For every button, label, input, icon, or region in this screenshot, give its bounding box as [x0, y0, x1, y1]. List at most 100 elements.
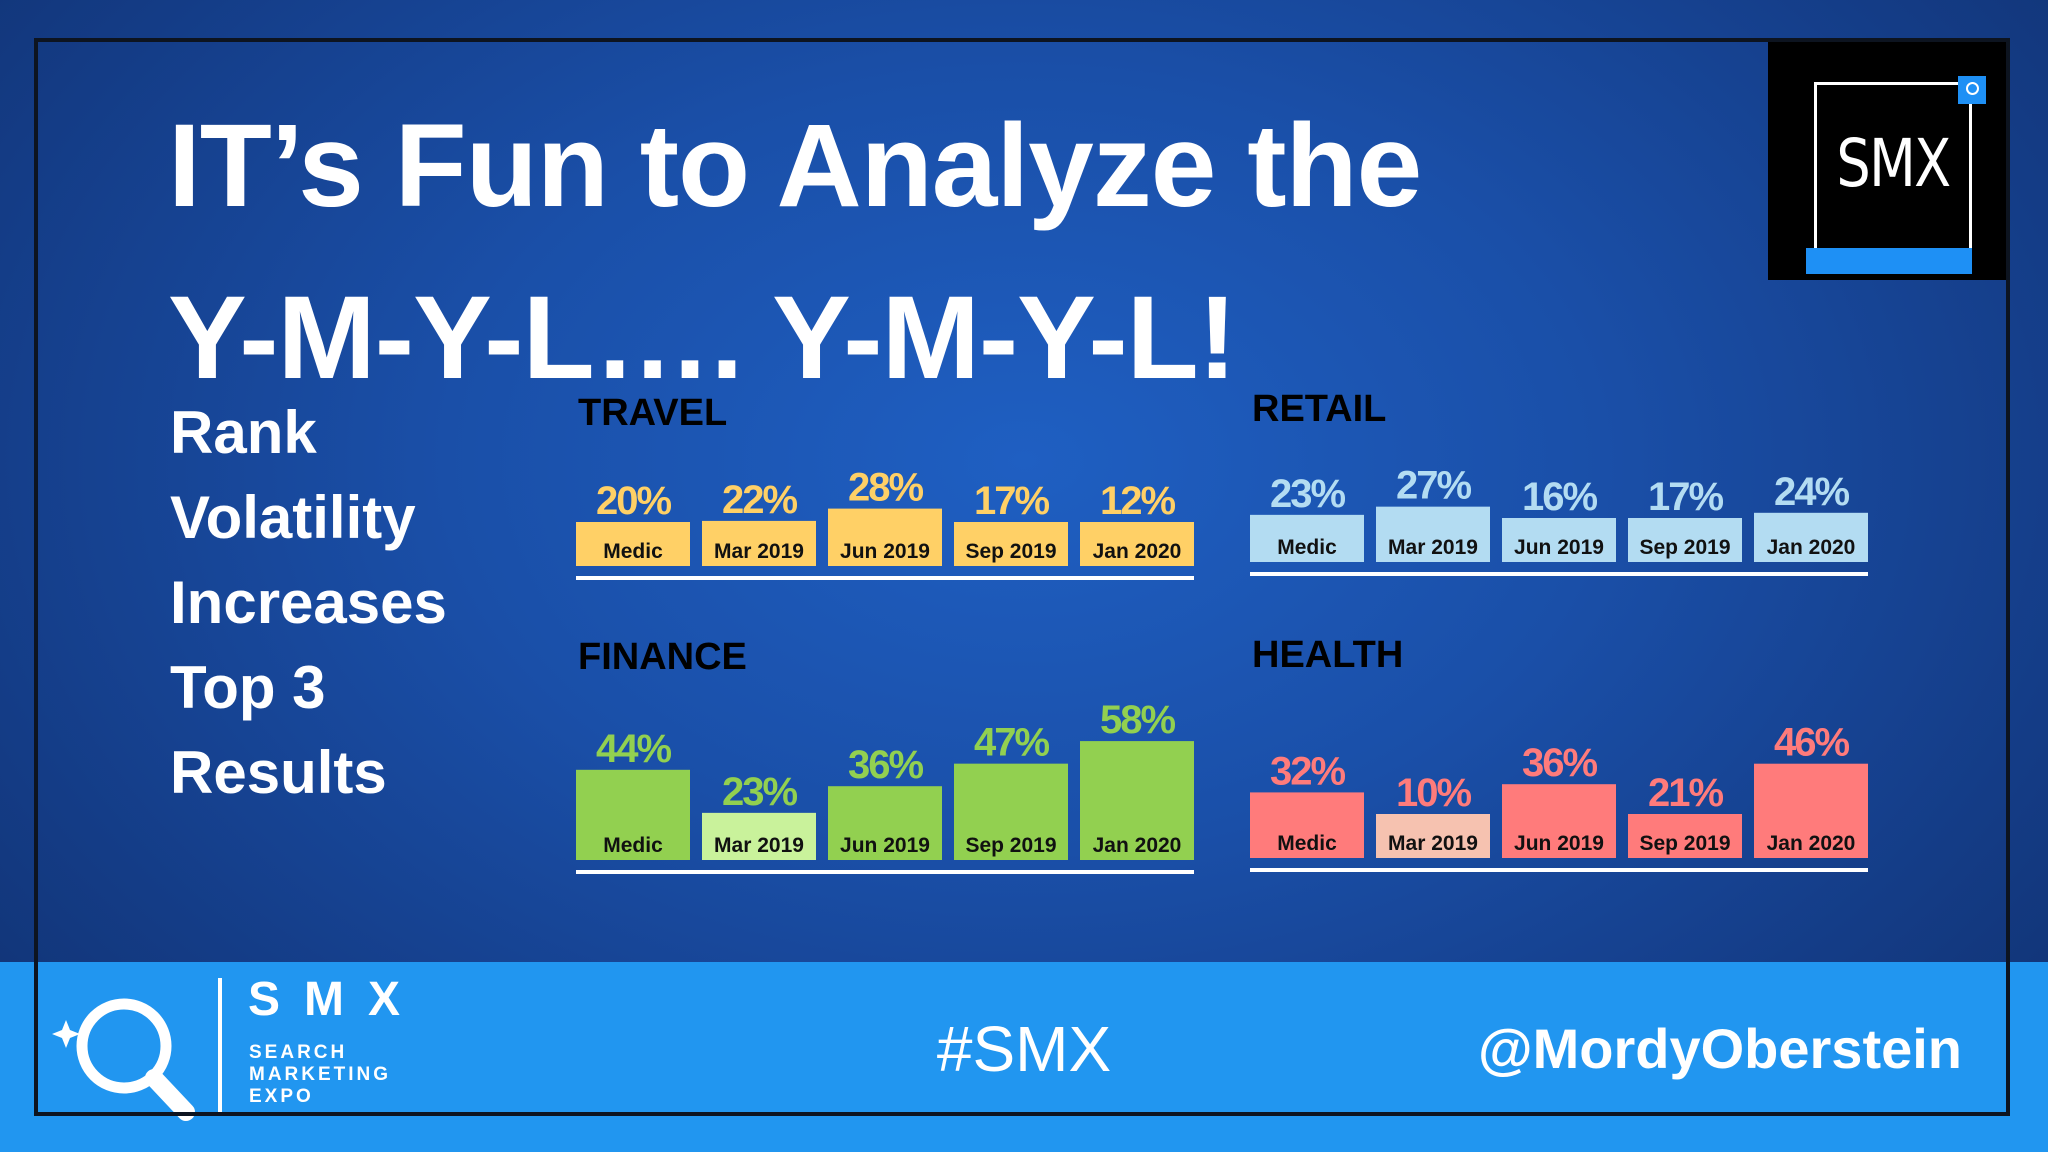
twitter-handle: @MordyOberstein	[1477, 1017, 1962, 1080]
logo-frame: SMX	[1814, 82, 1972, 252]
category-label: Jan 2020	[1767, 536, 1856, 559]
chart-plot: Medic 32% Mar 2019 10% Jun 2019 36% Sep 2019 21…	[1250, 721, 1868, 872]
bar	[1376, 814, 1490, 858]
bar	[1250, 792, 1364, 858]
category-label: Sep 2019	[965, 540, 1056, 563]
baseline	[576, 870, 1194, 874]
chart-title: TRAVEL	[578, 392, 728, 434]
bar	[954, 522, 1068, 566]
side-line-1: Rank	[170, 399, 317, 466]
category-label: Mar 2019	[714, 540, 804, 563]
value-label: 24%	[1774, 470, 1849, 514]
category-label: Medic	[1277, 536, 1337, 559]
value-label: 36%	[1522, 741, 1597, 785]
baseline	[1250, 868, 1868, 872]
bar	[1080, 522, 1194, 566]
value-label: 17%	[1648, 475, 1723, 519]
bar	[1250, 514, 1364, 562]
category-label: Mar 2019	[1388, 832, 1478, 855]
brand-sub-line: SEARCH	[249, 1042, 348, 1063]
magnifier-icon	[1958, 76, 1986, 104]
value-label: 12%	[1100, 479, 1175, 523]
brand-sub-line: EXPO	[249, 1086, 314, 1107]
category-label: Jan 2020	[1767, 832, 1856, 855]
bar	[1754, 763, 1868, 858]
value-label: 16%	[1522, 475, 1597, 519]
bar	[1754, 512, 1868, 562]
brand-sub-line: MARKETING	[249, 1064, 392, 1085]
bar	[1502, 784, 1616, 858]
value-label: 22%	[722, 478, 797, 522]
value-label: 36%	[848, 743, 923, 787]
side-line-5: Results	[170, 739, 387, 806]
smx-logo: SMX	[1768, 38, 2010, 280]
category-label: Sep 2019	[965, 834, 1056, 857]
side-line-3: Increases	[170, 569, 447, 636]
value-label: 44%	[596, 727, 671, 771]
chart-plot: Medic 44% Mar 2019 23% Jun 2019 36% Sep 2019 47…	[576, 698, 1194, 874]
bar	[954, 763, 1068, 860]
bar	[702, 520, 816, 566]
bar	[576, 769, 690, 860]
baseline	[1250, 572, 1868, 576]
category-label: Sep 2019	[1639, 832, 1730, 855]
baseline	[576, 576, 1194, 580]
category-label: Jan 2020	[1093, 834, 1182, 857]
bar	[576, 522, 690, 566]
title-line-2: Y-M-Y-L…. Y-M-Y-L!	[168, 272, 1237, 404]
chart-plot: Medic 20% Mar 2019 22% Jun 2019 28% Sep 2019 17…	[576, 466, 1194, 580]
side-line-2: Volatility	[170, 484, 416, 551]
logo-text: SMX	[1836, 125, 1951, 202]
hashtag: #SMX	[936, 1013, 1112, 1085]
value-label: 10%	[1396, 771, 1471, 815]
category-label: Jun 2019	[1514, 832, 1604, 855]
chart-plot: Medic 23% Mar 2019 27% Jun 2019 16% Sep 2019 17…	[1250, 464, 1868, 576]
category-label: Sep 2019	[1639, 536, 1730, 559]
side-line-4: Top 3	[170, 654, 326, 721]
logo-bar	[1806, 248, 1972, 274]
footer-bar: SMX SEARCH MARKETING EXPO #SMX @MordyObe…	[0, 962, 2048, 1152]
bar	[1376, 506, 1490, 562]
chart-title: HEALTH	[1252, 634, 1404, 676]
category-label: Mar 2019	[714, 834, 804, 857]
value-label: 27%	[1396, 464, 1471, 508]
footer-brand-sub: SEARCH MARKETING EXPO	[249, 1042, 391, 1108]
bar	[828, 786, 942, 860]
title-line-1: IT’s Fun to Analyze the	[168, 100, 1422, 232]
category-label: Medic	[603, 834, 663, 857]
category-label: Jun 2019	[840, 834, 930, 857]
bar	[1628, 518, 1742, 562]
side-caption: Rank Volatility Increases Top 3 Results	[170, 390, 447, 815]
value-label: 28%	[848, 466, 923, 510]
category-label: Mar 2019	[1388, 536, 1478, 559]
search-logo-icon	[52, 998, 195, 1121]
value-label: 46%	[1774, 721, 1849, 765]
value-label: 23%	[1270, 472, 1345, 516]
value-label: 58%	[1100, 698, 1175, 742]
value-label: 21%	[1648, 771, 1723, 815]
bar	[702, 812, 816, 860]
bar	[1502, 518, 1616, 562]
category-label: Jun 2019	[1514, 536, 1604, 559]
chart-title: RETAIL	[1252, 388, 1387, 430]
value-label: 32%	[1270, 749, 1345, 793]
bar	[1080, 741, 1194, 860]
category-label: Medic	[603, 540, 663, 563]
slide-title: IT’s Fun to Analyze the Y-M-Y-L…. Y-M-Y-…	[168, 80, 1728, 424]
footer-divider	[218, 978, 222, 1116]
bar	[1628, 814, 1742, 858]
value-label: 23%	[722, 770, 797, 814]
chart-retail: RETAIL Medic 23% Mar 2019 27% Jun 2019 16% Sep…	[1248, 388, 1868, 588]
chart-health: HEALTH Medic 32% Mar 2019 10% Jun 2019 36% Sep…	[1248, 634, 1868, 884]
chart-title: FINANCE	[578, 636, 747, 678]
value-label: 20%	[596, 479, 671, 523]
footer-brand: SMX	[248, 973, 425, 1026]
chart-finance: FINANCE Medic 44% Mar 2019 23% Jun 2019 36% Se…	[574, 636, 1194, 886]
category-label: Jan 2020	[1093, 540, 1182, 563]
chart-travel: TRAVEL Medic 20% Mar 2019 22% Jun 2019 28% Sep…	[574, 392, 1194, 592]
value-label: 17%	[974, 479, 1049, 523]
category-label: Medic	[1277, 832, 1337, 855]
value-label: 47%	[974, 721, 1049, 765]
bar	[828, 508, 942, 566]
